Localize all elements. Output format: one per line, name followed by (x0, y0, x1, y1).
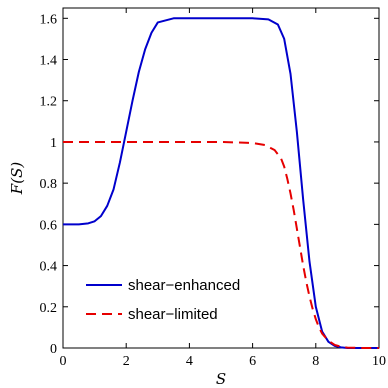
legend: shear−enhanced shear−limited (86, 277, 240, 323)
legend-label-shear-enhanced: shear−enhanced (128, 277, 240, 294)
series-layer (63, 17, 379, 349)
x-tick-label: 4 (186, 354, 193, 369)
plot-area-frame (62, 7, 380, 349)
y-tick-label: 0.8 (40, 177, 58, 192)
y-tick-label: 1 (50, 136, 57, 151)
y-tick-label: 1.6 (40, 12, 58, 27)
x-tick-label: 2 (123, 354, 130, 369)
x-tick-label: 0 (60, 354, 67, 369)
series-line-shear-limited (63, 140, 379, 349)
y-tick-label: 0 (50, 342, 57, 357)
ticks-layer: 0 2 4 6 8 10 0 0.2 0.4 0.6 0.8 1 1.2 1.4 1.6 (40, 8, 386, 369)
y-axis-label: F(S) (8, 162, 26, 196)
y-tick-label: 1.4 (40, 54, 58, 69)
series-line-shear-enhanced (63, 17, 379, 349)
x-tick-label: 8 (312, 354, 319, 369)
y-tick-label: 0.6 (40, 218, 58, 233)
x-axis-label: S (216, 370, 226, 388)
x-tick-label: 10 (372, 354, 386, 369)
y-tick-label: 0.4 (40, 260, 58, 275)
y-tick-label: 1.2 (40, 95, 58, 110)
x-tick-label: 6 (249, 354, 256, 369)
y-tick-label: 0.2 (40, 301, 58, 316)
legend-label-shear-limited: shear−limited (128, 306, 218, 323)
